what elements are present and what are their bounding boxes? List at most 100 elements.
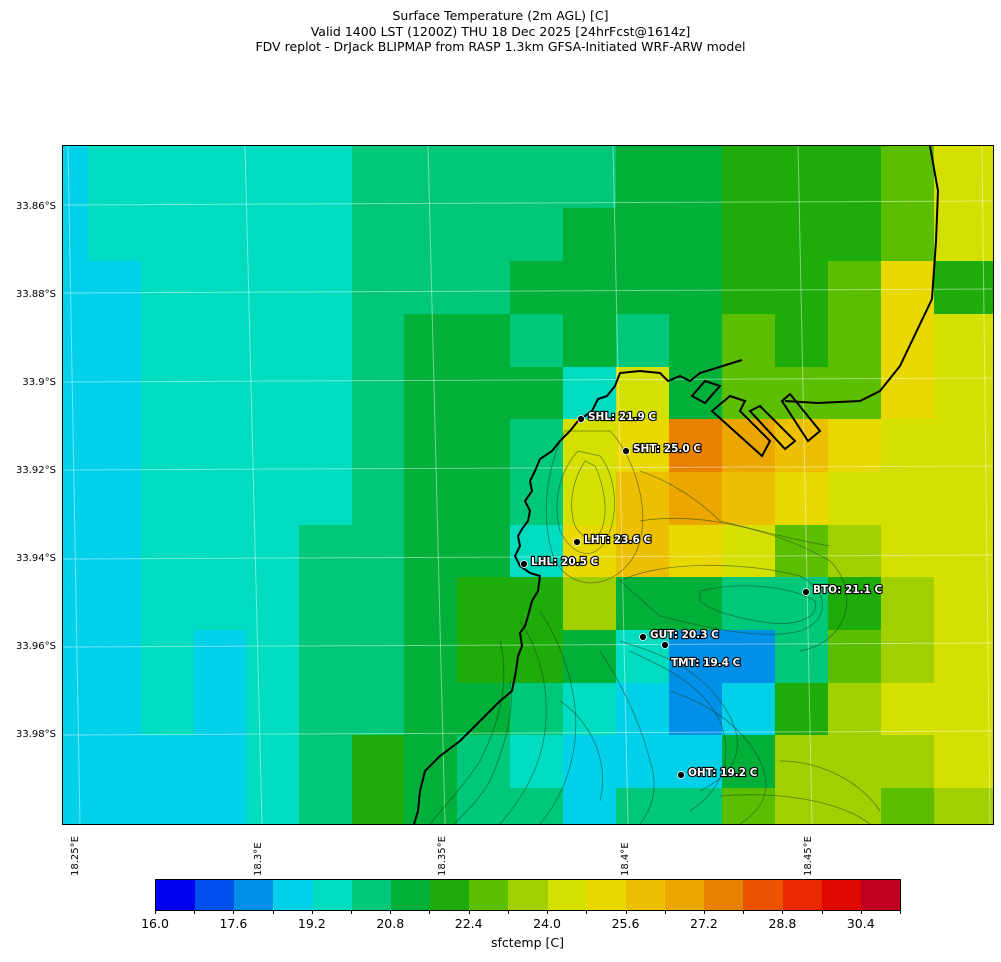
- x-tick-label: 18.4°E: [620, 842, 631, 876]
- grid-cell: [88, 419, 142, 473]
- grid-cell: [775, 208, 829, 262]
- grid-cell: [352, 367, 405, 420]
- colorbar-tick: [860, 910, 862, 914]
- station-dot-icon: [677, 771, 685, 779]
- station-gut: GUT: 20.3 C: [639, 628, 720, 642]
- colorbar-segment: [156, 880, 196, 910]
- grid-cell: [63, 208, 89, 262]
- colorbar-tick: [743, 910, 745, 914]
- grid-cell: [563, 472, 617, 526]
- grid-cell: [457, 208, 511, 262]
- colorbar-tick-label: 28.8: [768, 916, 797, 931]
- colorbar-tick: [429, 910, 431, 914]
- chart-title: Surface Temperature (2m AGL) [C] Valid 1…: [0, 8, 1001, 55]
- grid-cell: [457, 683, 511, 736]
- grid-cell: [563, 788, 617, 824]
- coastline: [413, 146, 940, 824]
- grid-cell: [457, 525, 511, 578]
- grid-cell: [404, 314, 458, 368]
- grid-cell: [352, 208, 405, 262]
- grid-cell: [563, 146, 617, 209]
- colorbar-tick: [233, 910, 235, 914]
- station-dot-icon: [573, 538, 581, 546]
- grid-cell: [404, 472, 458, 526]
- grid-cell: [616, 577, 670, 631]
- lat-lon-gridlines: [63, 146, 993, 824]
- grid-cell: [775, 630, 829, 684]
- x-tick-label: 18.35°E: [437, 836, 448, 876]
- colorbar-segment: [234, 880, 274, 910]
- grid-cell: [616, 146, 670, 209]
- grid-cell: [722, 735, 776, 789]
- grid-cell: [299, 683, 353, 736]
- grid-cell: [722, 367, 776, 420]
- grid-cell: [352, 472, 405, 526]
- grid-cell: [63, 577, 89, 631]
- station-label: LHL: 20.5 C: [531, 556, 599, 568]
- station-label: TMT: 19.4 C: [671, 657, 741, 669]
- grid-cell: [404, 367, 458, 420]
- grid-cell: [457, 261, 511, 315]
- colorbar-segment: [782, 880, 822, 910]
- grid-cell: [828, 261, 882, 315]
- grid-cell: [934, 735, 993, 789]
- grid-cell: [457, 735, 511, 789]
- grid-cell: [881, 419, 935, 473]
- grid-cell: [616, 419, 670, 473]
- grid-cell: [669, 419, 723, 473]
- grid-cell: [828, 314, 882, 368]
- grid-cell: [775, 419, 829, 473]
- grid-cell: [563, 314, 617, 368]
- colorbar-tick: [821, 910, 823, 914]
- station-dot-icon: [520, 560, 528, 568]
- grid-cell: [404, 525, 458, 578]
- grid-cell: [563, 208, 617, 262]
- grid-cell: [352, 788, 405, 824]
- colorbar-tick: [703, 910, 705, 914]
- grid-cell: [246, 630, 300, 684]
- station-markers: SHL: 21.9 C SHT: 25.0 C LHT: 23.6 C LHL: 20…: [520, 410, 884, 780]
- grid-cell: [299, 261, 353, 315]
- grid-cell: [141, 525, 195, 578]
- station-label: OHT: 19.2 C: [688, 767, 758, 779]
- grid-cell: [722, 683, 776, 736]
- y-tick-label: 33.9°S: [22, 377, 56, 388]
- grid-cell: [141, 367, 195, 420]
- grid-cell: [88, 367, 142, 420]
- grid-cell: [246, 367, 300, 420]
- colorbar-tick-label: 22.4: [454, 916, 483, 931]
- station-sht: SHT: 25.0 C: [622, 442, 702, 456]
- grid-cell: [775, 314, 829, 368]
- grid-cell: [63, 630, 89, 684]
- grid-cell: [352, 314, 405, 368]
- grid-cell: [457, 314, 511, 368]
- grid-cell: [88, 472, 142, 526]
- grid-cell: [510, 630, 564, 684]
- grid-cell: [194, 367, 247, 420]
- colorbar-tick: [155, 910, 156, 914]
- grid-cell: [563, 261, 617, 315]
- y-tick-label: 33.92°S: [16, 465, 56, 476]
- colorbar-tick: [625, 910, 627, 914]
- colorbar-tick: [507, 910, 509, 914]
- grid-cell: [246, 314, 300, 368]
- grid-cell: [88, 788, 142, 824]
- grid-cell: [88, 683, 142, 736]
- grid-cell: [194, 577, 247, 631]
- grid-cell: [563, 630, 617, 684]
- station-dot-icon: [622, 447, 630, 455]
- grid-cell: [194, 525, 247, 578]
- grid-cell: [352, 683, 405, 736]
- grid-cell: [616, 261, 670, 315]
- colorbar-tick-label: 24.0: [533, 916, 562, 931]
- map-canvas: SHL: 21.9 C SHT: 25.0 C LHT: 23.6 C LHL: 20…: [63, 146, 993, 824]
- map-plot-area[interactable]: SHL: 21.9 C SHT: 25.0 C LHT: 23.6 C LHL: 20…: [62, 145, 994, 825]
- grid-cell: [457, 146, 511, 209]
- grid-cell: [404, 419, 458, 473]
- grid-cell: [510, 419, 564, 473]
- grid-cell: [63, 683, 89, 736]
- grid-cell: [934, 630, 993, 684]
- grid-cell: [352, 261, 405, 315]
- grid-cell: [299, 788, 353, 824]
- grid-cell: [194, 683, 247, 736]
